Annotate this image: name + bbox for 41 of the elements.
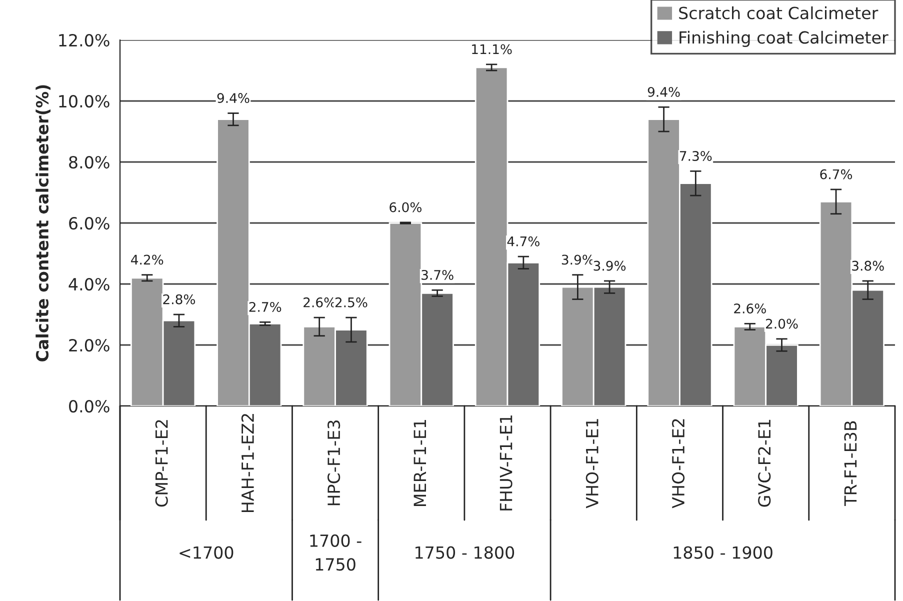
data-label: 11.1% [472,44,512,54]
x-tick-label: VHO-F1-E1 [586,419,598,508]
data-label: 2.0% [766,318,798,329]
data-label: 2.6% [304,297,336,308]
data-label: 3.9% [594,260,626,271]
x-tick-label: VHO-F1-E2 [672,419,685,508]
x-tick-label: TR-F1-E3B [844,421,857,506]
data-label: 4.2% [131,254,164,265]
data-label: 2.6% [734,303,766,314]
text: 1700 - 1750 [310,534,362,571]
y-tick-label: 10.0% [59,94,110,108]
data-label: 2.7% [249,302,282,312]
data-label: 7.3% [680,150,712,161]
y-tick-label: 6.0% [69,216,110,230]
data-label: 2.8% [163,294,196,304]
y-tick-label: 12.0% [59,34,110,47]
data-label: 6.0% [390,202,422,212]
data-label: 9.4% [217,93,250,104]
x-tick-label: CMP-F1-E2 [155,420,168,507]
x-tick-label: GVC-F2-E1 [758,420,771,507]
data-label: 3.8% [852,260,884,271]
text: 1750 - 1800 [416,546,514,559]
legend-label: Scratch coat Calcimeter [679,6,878,20]
y-tick-label: 2.0% [69,338,110,352]
y-axis-title: Calcite content calcimeter(%) [36,85,51,362]
data-label: 3.9% [562,254,594,265]
data-label: 4.7% [507,236,540,246]
x-tick-label: HPC-F1-E3 [328,420,340,506]
x-tick-label: MER-F1-E1 [414,420,426,506]
y-tick-label: 0.0% [69,400,110,413]
y-tick-label: 4.0% [68,278,110,291]
y-tick-label: 8.0% [69,156,110,169]
data-label: 2.5% [335,297,368,308]
x-tick-label: HAH-F1-EZ2 [241,414,254,512]
data-label: 3.7% [422,270,454,280]
legend-label: Finishing coat Calcimeter [680,30,888,47]
data-label: 6.7% [820,169,852,180]
x-tick-label: FHUV-F1-E1 [500,415,512,510]
data-label: 9.4% [648,86,680,97]
text: <1700 [180,546,234,559]
text: 1850 - 1900 [674,546,772,559]
